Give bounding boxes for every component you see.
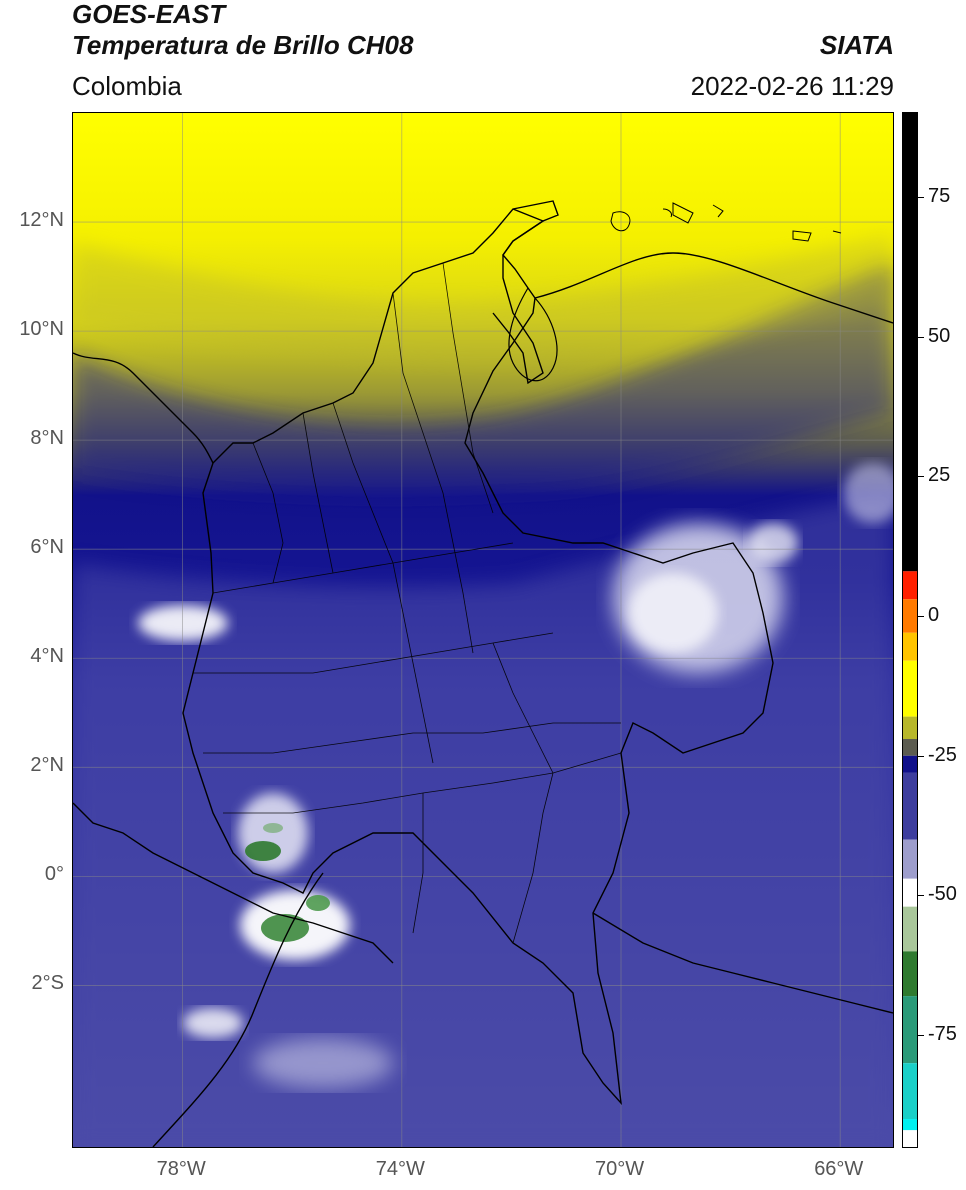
colorbar-segment-7 [903, 755, 917, 773]
colorbar-tick-mark-3 [918, 616, 924, 618]
colorbar-segment-9 [903, 839, 917, 879]
brightness-temperature-map [72, 112, 894, 1148]
department-borders [193, 262, 622, 944]
colorbar-segment-13 [903, 996, 917, 1064]
colorbar-segment-5 [903, 716, 917, 739]
colorbar-segment-6 [903, 738, 917, 756]
lon-tick-label-3: 66°W [814, 1158, 864, 1180]
lat-tick-label-6: 0° [44, 863, 64, 886]
colorbar-tick-label-2: 25 [928, 464, 951, 487]
country-borders [73, 200, 893, 1147]
colorbar-tick-mark-6 [918, 1035, 924, 1037]
colorbar-segment-11 [903, 906, 917, 952]
colorbar-tick-label-5: -50 [928, 883, 957, 906]
colorbar-segment-2 [903, 599, 917, 633]
colorbar-segment-4 [903, 660, 917, 717]
region-label: Colombia [72, 71, 182, 101]
colorbar-segment-0 [903, 113, 917, 572]
lat-tick-label-7: 2°S [31, 972, 64, 995]
colorbar-segment-8 [903, 772, 917, 840]
colorbar-tick-label-4: -25 [928, 743, 957, 766]
colorbar-tick-mark-2 [918, 476, 924, 478]
colorbar-segment-14 [903, 1063, 917, 1120]
colorbar-segment-1 [903, 571, 917, 600]
caribbean-islands [610, 202, 842, 242]
colorbar-segment-10 [903, 878, 917, 907]
colorbar-segment-3 [903, 632, 917, 661]
grid-lines [73, 113, 893, 1147]
colorbar-tick-label-1: 50 [928, 324, 951, 347]
colorbar-tick-label-6: -75 [928, 1023, 957, 1046]
lat-tick-label-3: 6°N [30, 536, 64, 559]
lon-tick-label-1: 74°W [375, 1158, 425, 1180]
datetime-label: 2022-02-26 11:29 [690, 71, 894, 101]
colorbar-segment-16 [903, 1130, 917, 1147]
colorbar-tick-label-0: 75 [928, 184, 951, 207]
colorbar-tick-mark-1 [918, 336, 924, 338]
map-title-satellite: GOES-EAST [72, 0, 226, 29]
lon-tick-label-0: 78°W [156, 1158, 206, 1180]
lat-tick-label-5: 2°N [30, 754, 64, 777]
lat-tick-label-4: 4°N [30, 645, 64, 668]
lon-tick-label-2: 70°W [595, 1158, 645, 1180]
lat-tick-label-2: 8°N [30, 427, 64, 450]
colorbar-tick-mark-5 [918, 895, 924, 897]
lake-maracaibo [508, 287, 558, 382]
colorbar-segment-15 [903, 1119, 917, 1131]
colorbar-tick-mark-4 [918, 755, 924, 757]
colorbar-tick-label-3: 0 [928, 604, 940, 627]
colorbar-segment-12 [903, 951, 917, 997]
map-title-product: Temperatura de Brillo CH08 [72, 30, 414, 60]
agency-label: SIATA [819, 30, 894, 60]
lat-tick-label-0: 12°N [19, 209, 64, 232]
lat-tick-label-1: 10°N [19, 318, 64, 341]
colorbar [902, 112, 918, 1148]
colorbar-tick-mark-0 [918, 196, 924, 198]
